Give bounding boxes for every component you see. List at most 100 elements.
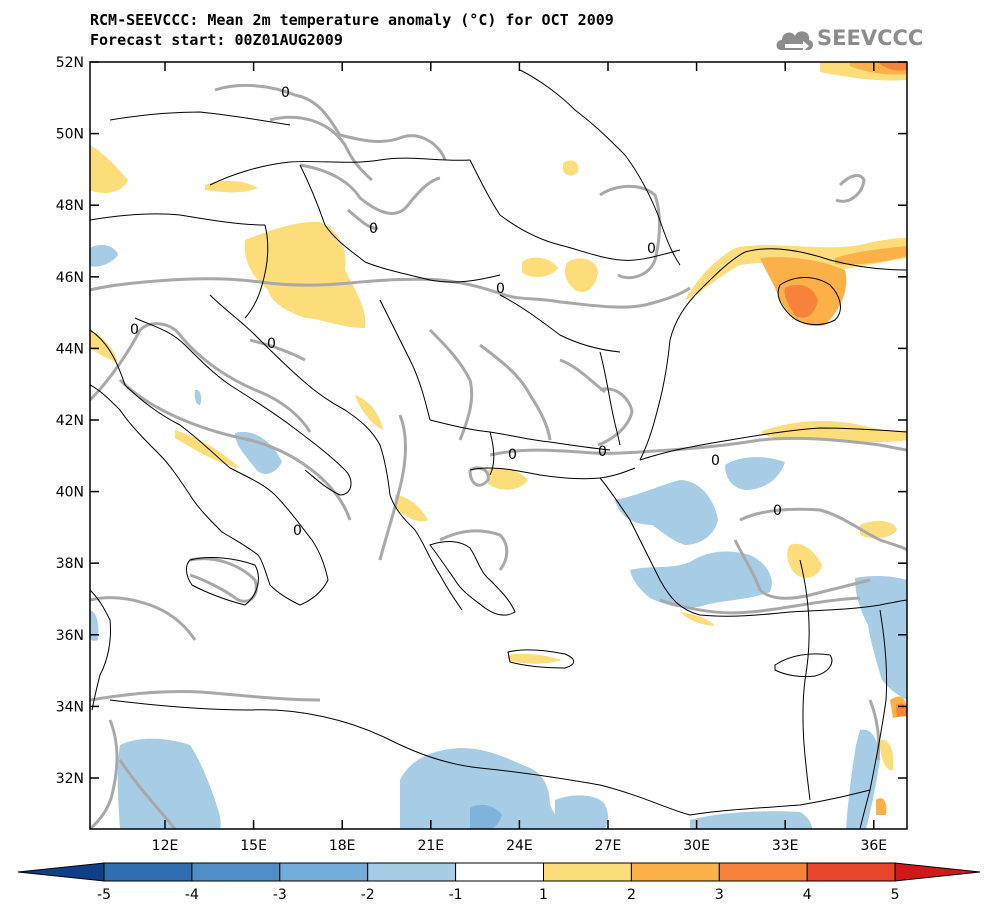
coastlines-and-borders (90, 69, 907, 829)
warm-area-austria-hungary (244, 221, 366, 328)
colorbar-tick-label: 3 (715, 887, 724, 903)
coastline-italy-east (134, 317, 352, 496)
colorbar-tick-label: 2 (627, 887, 636, 903)
colorbar-segment (718, 862, 808, 882)
contour-line (378, 414, 408, 561)
warm-area-czech (205, 180, 258, 193)
logo-text: SEEVCCC (817, 26, 924, 50)
warm-area-adriatic-coast (355, 395, 383, 430)
contour-line (189, 557, 258, 603)
contour-line (479, 343, 552, 441)
colorbar-tick-label: -2 (361, 887, 375, 903)
contour-label: 0 (711, 453, 720, 469)
cool-area-libya-west (117, 738, 221, 829)
contour-line (214, 83, 447, 161)
longitude-label: 18E (329, 838, 356, 854)
border-line (499, 294, 621, 353)
longitude-label: 36E (860, 838, 887, 854)
contour-line (739, 507, 907, 552)
colorbar-segment (103, 862, 193, 882)
cool-area-egypt-east (690, 811, 812, 829)
colorbar-tick-label: 1 (539, 887, 548, 903)
border-line (244, 224, 269, 319)
coastline-black-sea-west (639, 251, 746, 461)
contour-label: 0 (293, 523, 302, 539)
warm-area-top-right-strong (880, 62, 907, 71)
cool-area-egypt (555, 795, 609, 829)
coastline-aegean-north (469, 467, 636, 480)
contour-line (559, 358, 606, 394)
border-line (364, 261, 501, 283)
colorbar-tick-label: -4 (185, 887, 199, 903)
cool-area-levant-south (846, 729, 880, 829)
cool-area-aegean-east (630, 551, 772, 608)
coastline-black-sea-north (744, 248, 907, 271)
cool-area-adriatic-dot (194, 389, 202, 405)
cool-area-levant-north (855, 575, 907, 700)
longitude-axis: 12E 15E 18E 21E 24E 27E 30E 33E 36E (152, 62, 887, 854)
latitude-axis: 52N 50N 48N 46N 44N 42N 40N 38N 36N 34N 32N (56, 55, 907, 787)
contour-line (597, 387, 634, 447)
cool-area-libya-core (470, 804, 502, 829)
border-line (469, 159, 561, 246)
warm-area-albania (395, 495, 428, 522)
colorbar-segment (543, 862, 632, 882)
contour-label: 0 (369, 221, 378, 237)
border-line (90, 213, 266, 226)
border-line (209, 157, 471, 186)
contour-line (90, 322, 312, 433)
cool-area-swiss (90, 244, 118, 267)
contour-line (504, 286, 691, 309)
warm-area-black-sea-north (685, 238, 907, 300)
warm-area-black-sea-mid (835, 246, 907, 265)
latitude-label: 44N (56, 341, 84, 357)
border-line (299, 164, 366, 263)
colorbar-segment (367, 862, 457, 882)
cool-area-libya-east (400, 748, 560, 829)
coastline-sicily (186, 557, 259, 606)
contour-label: 0 (267, 336, 276, 352)
coastline-libya-tunisia (90, 589, 111, 711)
coastline-black-sea-south (639, 427, 907, 461)
latitude-label: 48N (56, 198, 84, 214)
warm-area-levant (880, 739, 894, 771)
contour-label: 0 (496, 281, 505, 297)
border-line (799, 559, 811, 801)
colorbar-tick-label: -3 (273, 887, 287, 903)
warm-area-adriatic-west (90, 330, 118, 362)
border-line (624, 154, 681, 266)
colorbar-segment (279, 862, 369, 882)
cool-area-turkey-northeast (725, 457, 785, 490)
warm-area-crete (508, 653, 562, 664)
chart-title: RCM-SEEVCCC: Mean 2m temperature anomaly… (90, 11, 614, 29)
latitude-label: 40N (56, 485, 84, 501)
warm-area-tyrrhenian (175, 430, 240, 468)
contour-label: 0 (598, 444, 607, 460)
warm-area-greece-north (488, 468, 528, 490)
colorbar-tick-label: -5 (97, 887, 111, 903)
colorbar-segment (455, 862, 545, 882)
warm-area-south-turkey (680, 612, 715, 626)
contour-line (347, 208, 379, 230)
seevccc-logo: SEEVCCC (775, 22, 923, 56)
cool-area-sicily-west (90, 610, 99, 641)
latitude-label: 34N (56, 699, 84, 715)
contour-labels: 0 0 0 0 0 0 0 0 0 0 0 (130, 85, 782, 539)
border-line (109, 111, 291, 126)
contour-label: 0 (281, 85, 290, 101)
contour-line (439, 529, 509, 571)
colorbar-tick-label: -1 (449, 887, 463, 903)
contour-line (868, 699, 881, 761)
warm-area-turkey-east (860, 520, 897, 539)
colorbar-segment (806, 862, 896, 882)
forecast-start-label: Forecast start: 00Z01AUG2009 (90, 31, 343, 49)
latitude-label: 36N (56, 628, 84, 644)
latitude-label: 32N (56, 771, 84, 787)
contour-line (118, 759, 177, 829)
contour-line (90, 277, 506, 297)
border-line (489, 431, 495, 476)
contour-line (269, 115, 373, 182)
colorbar-max-triangle (894, 862, 981, 882)
coastline-crete (507, 649, 575, 669)
